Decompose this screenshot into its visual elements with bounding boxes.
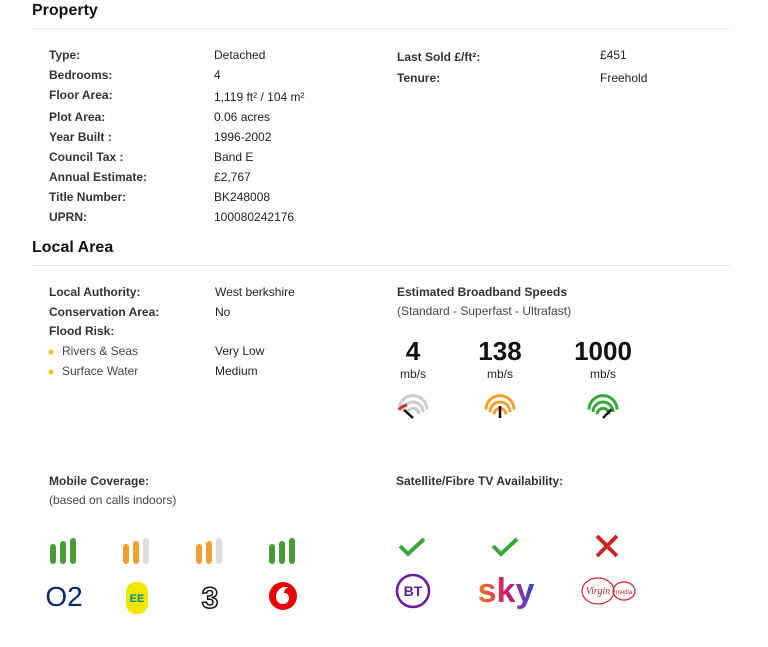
virgin-logo-ring bbox=[612, 581, 636, 601]
sky-logo: sky bbox=[478, 572, 535, 610]
gauge-arc bbox=[397, 403, 408, 411]
gauge-arc bbox=[397, 394, 429, 410]
ee-logo-bg bbox=[126, 582, 148, 614]
bullet bbox=[48, 349, 54, 355]
available-check bbox=[398, 537, 426, 557]
field-value: Medium bbox=[215, 364, 258, 378]
tv-title: Satellite/Fibre TV Availability: bbox=[396, 474, 564, 488]
signal-bar bbox=[60, 541, 66, 564]
broadband-title: Estimated Broadband Speeds bbox=[397, 285, 568, 299]
field-label: Floor Area: bbox=[49, 88, 113, 102]
field-label: Rivers & Seas bbox=[62, 344, 139, 358]
field-label: Title Number: bbox=[49, 190, 127, 204]
field-value: £451 bbox=[600, 48, 627, 62]
virgin-logo-ring bbox=[581, 577, 615, 605]
signal-bar bbox=[279, 541, 285, 564]
field-value: Band E bbox=[214, 150, 254, 164]
field-label: Type: bbox=[49, 48, 81, 62]
o2-logo: O2 bbox=[45, 581, 82, 612]
virgin-logo-sub: media bbox=[616, 590, 633, 596]
broadband-subtitle: (Standard - Superfast - Ultrafast) bbox=[397, 304, 572, 318]
virgin-logo: Virgin bbox=[586, 586, 610, 597]
field-value: Freehold bbox=[600, 71, 648, 85]
field-label: Last Sold £/ft²: bbox=[397, 50, 481, 64]
gauge-arc bbox=[484, 394, 516, 410]
ee-logo: EE bbox=[130, 593, 145, 605]
signal-bar bbox=[206, 541, 212, 564]
speed-unit: mb/s bbox=[590, 367, 616, 381]
section-title: Local Area bbox=[32, 239, 114, 256]
mobile-title: Mobile Coverage: bbox=[49, 474, 150, 488]
field-label: Council Tax : bbox=[49, 150, 124, 164]
field-value: 0.06 acres bbox=[214, 110, 271, 124]
field-label: Annual Estimate: bbox=[49, 170, 148, 184]
available-check bbox=[491, 537, 519, 557]
field-label: Surface Water bbox=[62, 364, 139, 378]
speed-unit: mb/s bbox=[400, 367, 426, 381]
divider bbox=[32, 265, 730, 266]
gauge-arc bbox=[591, 400, 615, 413]
field-value: 4 bbox=[214, 68, 221, 82]
field-label: Local Authority: bbox=[49, 285, 141, 299]
field-label: Plot Area: bbox=[49, 110, 106, 124]
bt-logo-ring bbox=[395, 573, 431, 609]
signal-bar bbox=[196, 544, 202, 564]
gauge-arc bbox=[401, 400, 425, 413]
field-value: 100080242176 bbox=[214, 210, 295, 224]
field-label: Bedrooms: bbox=[49, 68, 113, 82]
field-label: Flood Risk: bbox=[49, 324, 115, 338]
field-label: UPRN: bbox=[49, 210, 87, 224]
gauge-arc bbox=[587, 394, 619, 410]
signal-bar bbox=[70, 538, 76, 564]
bt-logo: BT bbox=[404, 583, 423, 599]
divider bbox=[32, 28, 730, 29]
field-value: 1,119 ft² / 104 m² bbox=[214, 90, 305, 104]
speed-unit: mb/s bbox=[487, 367, 513, 381]
field-value: Very Low bbox=[215, 344, 265, 358]
vodafone-mark bbox=[276, 587, 289, 604]
signal-bar bbox=[50, 544, 56, 564]
section-title: Property bbox=[32, 2, 98, 19]
gauge-needle bbox=[602, 408, 613, 419]
field-value: West berkshire bbox=[215, 285, 295, 299]
mobile-subtitle: (based on calls indoors) bbox=[49, 493, 177, 507]
signal-bar bbox=[143, 538, 149, 564]
three-logo: 3 bbox=[202, 582, 219, 615]
field-value: Detached bbox=[214, 48, 266, 62]
field-value: No bbox=[215, 305, 231, 319]
signal-bar bbox=[133, 541, 139, 564]
signal-bar bbox=[269, 544, 275, 564]
field-value: £2,767 bbox=[214, 170, 251, 184]
field-label: Conservation Area: bbox=[49, 305, 160, 319]
field-label: Tenure: bbox=[397, 71, 441, 85]
field-value: 1996-2002 bbox=[214, 130, 272, 144]
gauge-needle bbox=[403, 408, 414, 419]
speed-value: 4 bbox=[406, 336, 421, 366]
signal-bar bbox=[123, 544, 129, 564]
signal-bar bbox=[216, 538, 222, 564]
gauge-arc bbox=[488, 400, 512, 413]
speed-value: 1000 bbox=[574, 336, 632, 366]
field-value: BK248008 bbox=[214, 190, 271, 204]
field-label: Year Built : bbox=[49, 130, 112, 144]
speed-value: 138 bbox=[478, 336, 521, 366]
bullet bbox=[48, 369, 54, 375]
signal-bar bbox=[289, 538, 295, 564]
unavailable-cross bbox=[595, 534, 619, 558]
